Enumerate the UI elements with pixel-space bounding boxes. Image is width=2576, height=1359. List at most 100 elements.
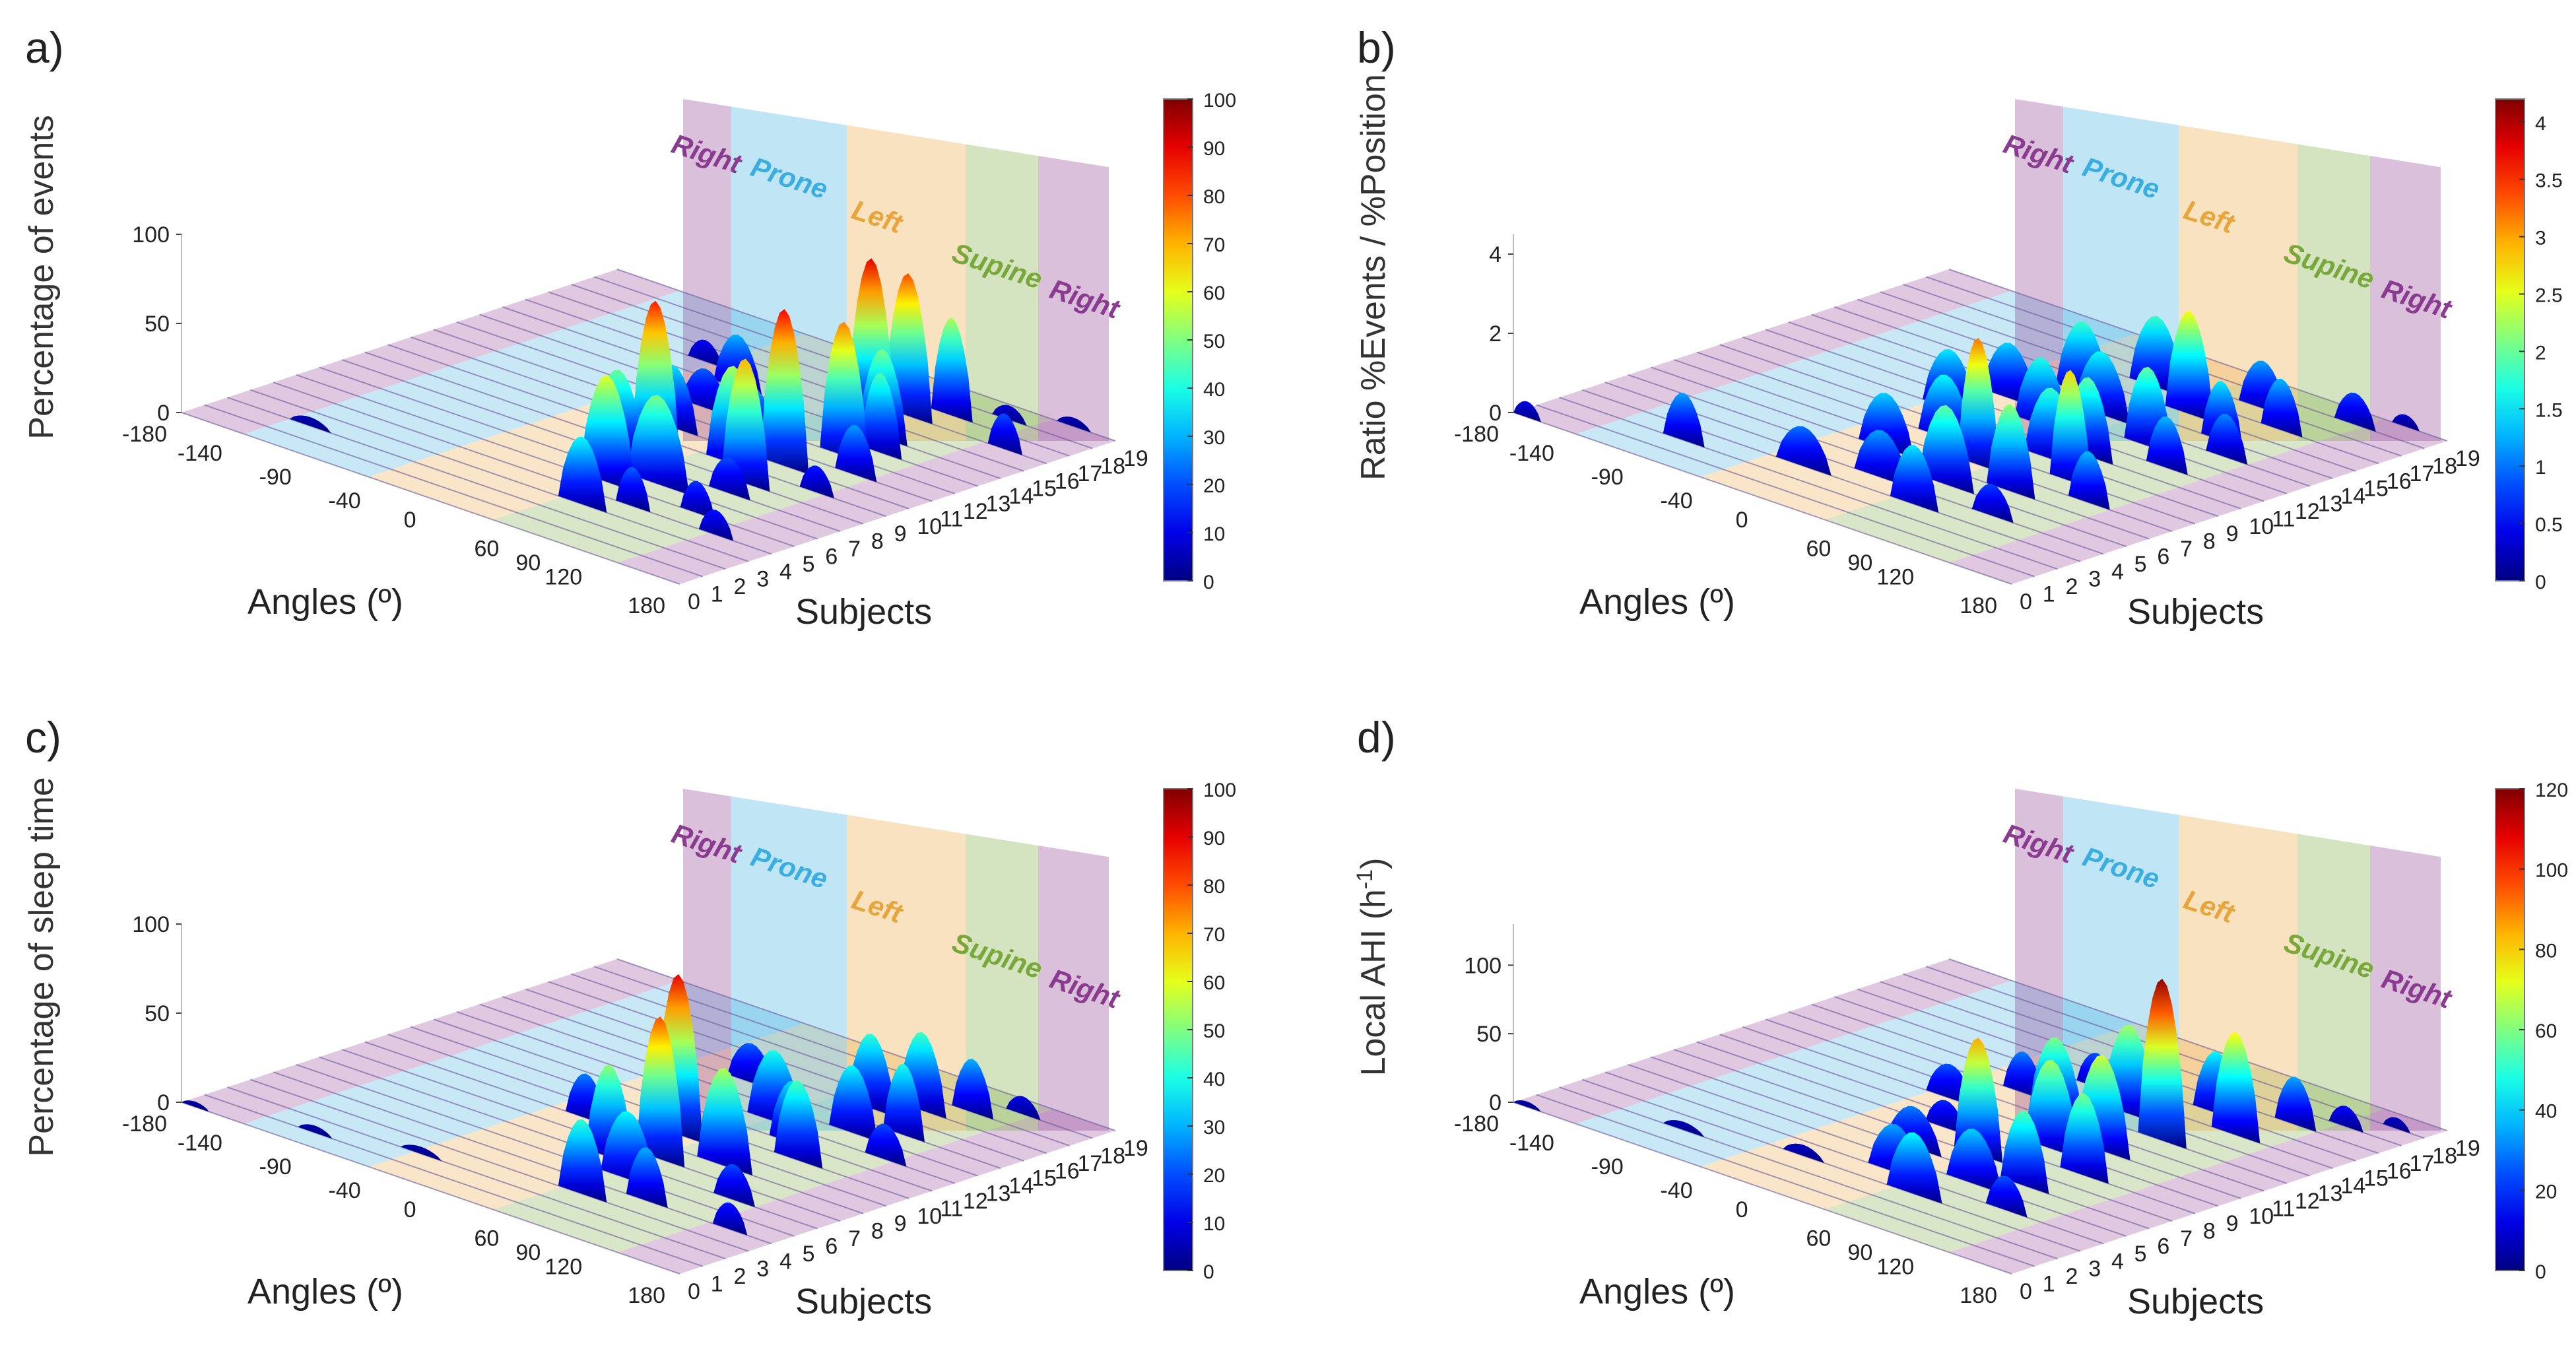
data-peak [952, 1059, 994, 1120]
subject-tick-label: 12 [963, 1189, 988, 1214]
data-peak [2328, 1106, 2363, 1133]
data-peak [1056, 416, 1092, 433]
subject-tick-label: 8 [871, 529, 884, 554]
subject-tick-label: 19 [1123, 1136, 1148, 1161]
subject-tick-label: 17 [1078, 1151, 1103, 1176]
subject-tick-label: 18 [2432, 453, 2457, 479]
z-axis-label-text: Local AHI (h [1354, 889, 1393, 1076]
data-peak [712, 1202, 748, 1236]
angle-tick-label: -180 [1454, 1111, 1499, 1137]
wall-band [683, 789, 731, 1131]
wall-band [731, 796, 847, 1131]
colorbar-tick-label: 0 [1203, 1261, 1214, 1283]
angle-tick-label: 180 [1960, 1283, 1997, 1308]
data-peak [182, 1100, 209, 1112]
subject-gridline [249, 1078, 749, 1252]
wall-band [966, 834, 1038, 1131]
chart-panel-2: b) 0 2 4 Ratio %Events / %Position -180 -140 -9… [1354, 23, 2563, 632]
wall-band [2179, 125, 2297, 441]
floor-band [1949, 1109, 2447, 1274]
subject-tick-label: 19 [1123, 446, 1148, 471]
data-peak [1006, 1096, 1041, 1121]
data-peak [558, 1119, 607, 1203]
angle-tick-label: 60 [475, 1226, 500, 1251]
subject-gridline [387, 1034, 886, 1207]
subject-tick-label: 5 [2134, 552, 2147, 577]
subject-tick-label: 2 [733, 574, 746, 599]
colorbar-tick-label: 50 [1203, 1020, 1225, 1042]
data-peak [774, 1080, 823, 1169]
colorbar-tick-label: 50 [1203, 331, 1225, 352]
subject-tick-label: 4 [2111, 1249, 2124, 1274]
z-tick-label: 0 [157, 401, 170, 426]
subject-tick-label: 15 [1032, 1166, 1057, 1191]
angle-tick-label: 90 [1847, 1240, 1872, 1265]
subject-gridline [1513, 412, 2012, 585]
data-peak [2261, 378, 2303, 438]
data-peak [760, 309, 809, 475]
subject-gridline [1559, 397, 2058, 570]
subject-gridline [1696, 1041, 2196, 1214]
subject-tick-label: 6 [2157, 544, 2169, 569]
colorbar-tick-label: 10 [1203, 523, 1225, 545]
subject-gridline [204, 404, 704, 578]
angle-tick-label: -90 [1591, 465, 1624, 490]
angle-tick-label: 180 [1960, 593, 1997, 618]
z-tick-label: 100 [132, 912, 170, 937]
subject-tick-label: 0 [2020, 589, 2032, 614]
wall-band [2179, 814, 2297, 1131]
data-peak [1919, 405, 1974, 494]
subject-gridline [1651, 366, 2150, 540]
colorbar-tick-label: 20 [1203, 1165, 1225, 1187]
panel-label: c) [25, 713, 61, 762]
data-peak [1513, 1100, 1541, 1112]
data-peak [713, 1164, 756, 1207]
x-axis-label: Angles (º) [248, 1272, 403, 1311]
subject-gridline [249, 389, 749, 562]
subject-tick-label: 16 [2387, 1158, 2412, 1183]
colorbar-tick-label: 0 [2535, 572, 2546, 593]
wall-band [1038, 156, 1109, 441]
floor-band [182, 269, 680, 434]
colorbar-tick-label: 2 [2535, 342, 2546, 364]
data-peak [1513, 401, 1541, 422]
subject-tick-label: 3 [2088, 567, 2101, 592]
colorbar-tick-label: 2.5 [2535, 284, 2563, 306]
colorbar-tick-label: 1 [2535, 457, 2546, 479]
angle-tick-label: 0 [1736, 1197, 1748, 1222]
z-tick-label: 4 [1489, 242, 1502, 267]
x-axis-label: Angles (º) [1579, 1272, 1735, 1311]
subject-gridline [227, 1086, 726, 1260]
z-tick-label: 0 [157, 1090, 170, 1115]
wall-band [2370, 156, 2441, 441]
data-peak [883, 1063, 925, 1143]
subject-tick-label: 1 [711, 1272, 723, 1297]
subject-tick-label: 12 [2295, 1189, 2320, 1214]
colorbar-tick-label: 100 [1203, 90, 1236, 112]
colorbar [2495, 98, 2525, 581]
z-tick-label: 2 [1489, 321, 1502, 347]
angle-tick-label: 120 [1876, 1255, 1914, 1280]
subject-tick-label: 18 [1100, 453, 1125, 479]
subject-tick-label: 4 [2111, 559, 2124, 584]
colorbar-tick-label: 3 [2535, 228, 2546, 249]
subject-tick-label: 6 [825, 1234, 838, 1259]
subject-tick-label: 16 [1055, 469, 1080, 494]
angle-tick-label: -90 [259, 1154, 292, 1179]
data-peak [2138, 978, 2187, 1149]
z-axis-label-sup: -1 [1352, 869, 1377, 889]
subject-tick-label: 6 [2157, 1234, 2169, 1259]
angle-tick-label: 120 [1876, 565, 1914, 590]
z-tick-label: 100 [1464, 953, 1502, 978]
data-peak [627, 395, 690, 495]
floor-band [1824, 376, 2385, 563]
z-tick-label: 50 [145, 312, 170, 337]
data-peak [1886, 1106, 1942, 1158]
data-peak [2068, 451, 2110, 510]
y-axis-label: Subjects [795, 1282, 932, 1321]
colorbar-tick-label: 90 [1203, 138, 1225, 160]
wall-band [1038, 845, 1109, 1131]
z-tick-label: 0 [1489, 1090, 1502, 1115]
z-axis-label: Local AHI (h-1) [1352, 858, 1393, 1077]
subject-tick-label: 12 [2295, 499, 2320, 524]
